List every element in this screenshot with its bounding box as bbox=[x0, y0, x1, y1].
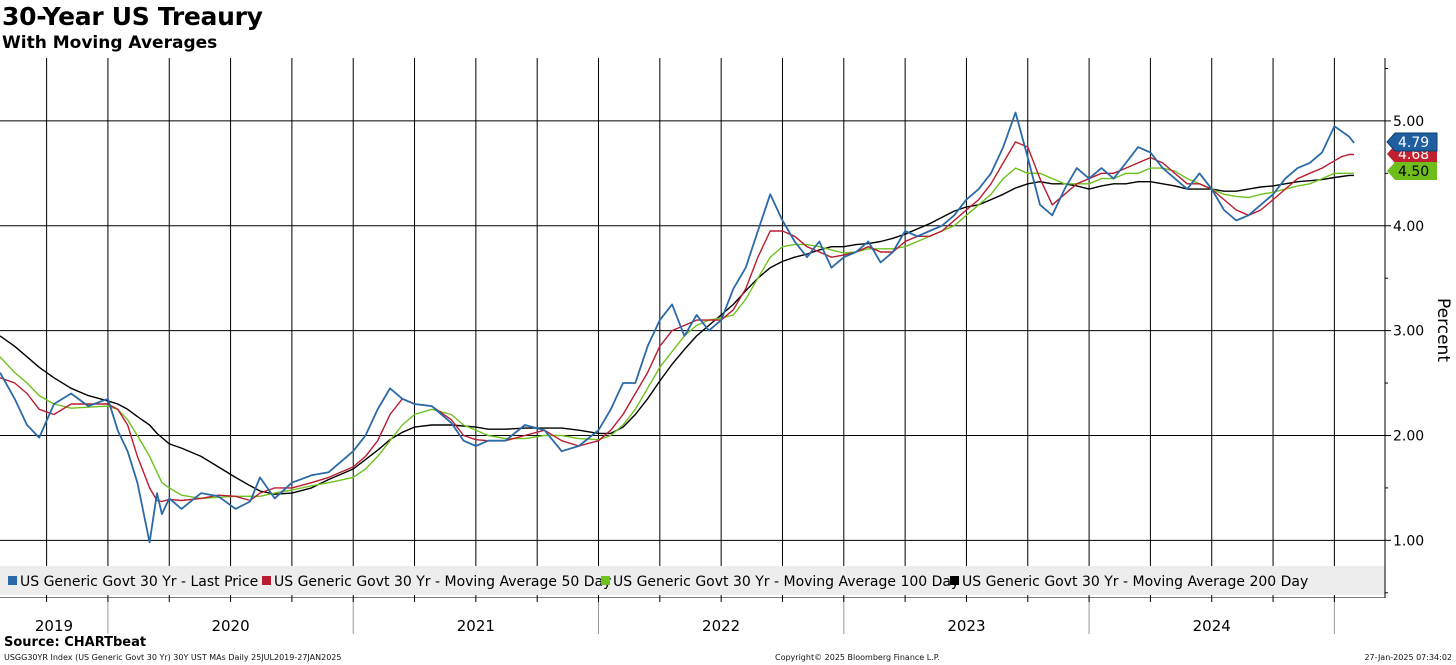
last-value-label: 4.79 bbox=[1386, 132, 1438, 152]
series-line-3 bbox=[0, 174, 1354, 495]
last-value-text-2: 4.50 bbox=[1398, 164, 1429, 180]
y-tick-label: 5.00 bbox=[1393, 114, 1424, 130]
x-year-label: 2021 bbox=[457, 617, 495, 635]
legend-swatch-3 bbox=[950, 576, 959, 585]
footer-copyright: Copyright© 2025 Bloomberg Finance L.P. bbox=[775, 653, 940, 662]
legend: US Generic Govt 30 Yr - Last Price US Gen… bbox=[0, 566, 1385, 595]
y-tick-label: 3.00 bbox=[1393, 324, 1424, 340]
chart-subtitle: With Moving Averages bbox=[2, 33, 218, 53]
last-value-text-0: 4.79 bbox=[1398, 135, 1429, 151]
x-year-label: 2020 bbox=[211, 617, 249, 635]
legend-label-3: US Generic Govt 30 Yr - Moving Average 2… bbox=[962, 574, 1308, 590]
x-year-label: 2019 bbox=[35, 617, 73, 635]
footer-timestamp: 27-Jan-2025 07:34:02 bbox=[1364, 653, 1452, 662]
legend-label-1: US Generic Govt 30 Yr - Moving Average 5… bbox=[274, 574, 611, 590]
last-value-label: 4.50 bbox=[1387, 162, 1437, 180]
chart-title: 30-Year US Treaury bbox=[2, 2, 263, 31]
legend-swatch-1 bbox=[262, 576, 271, 585]
axes: 1.00 2.00 3.00 4.00 5.00 Percent 2019 2020 2021 2… bbox=[0, 58, 1453, 635]
series-line-1 bbox=[0, 141, 1354, 503]
x-axis-band bbox=[0, 598, 1385, 635]
last-value-tag-2 bbox=[1387, 162, 1437, 180]
x-year-label: 2023 bbox=[947, 617, 985, 635]
y-tick-label: 2.00 bbox=[1393, 428, 1424, 444]
legend-background bbox=[0, 566, 1385, 595]
x-year-label: 2022 bbox=[702, 617, 740, 635]
legend-swatch-2 bbox=[601, 576, 610, 585]
series-line-2 bbox=[0, 167, 1354, 500]
series-line-0 bbox=[0, 111, 1355, 544]
y-tick-label: 4.00 bbox=[1393, 219, 1424, 235]
legend-label-2: US Generic Govt 30 Yr - Moving Average 1… bbox=[613, 574, 959, 590]
plot-background bbox=[0, 58, 1385, 598]
legend-label-0: US Generic Govt 30 Yr - Last Price bbox=[20, 574, 258, 590]
footer-ticker-note: USGG30YR Index (US Generic Govt 30 Yr) 3… bbox=[4, 653, 342, 662]
series-layer bbox=[0, 111, 1355, 544]
grid bbox=[0, 58, 1385, 598]
legend-swatch-0 bbox=[8, 576, 17, 585]
last-value-tag-0 bbox=[1386, 132, 1438, 152]
y-tick-label: 1.00 bbox=[1393, 533, 1424, 549]
x-year-label: 2024 bbox=[1193, 617, 1231, 635]
source-note: Source: CHARTbeat bbox=[4, 635, 147, 650]
y-axis-title: Percent bbox=[1433, 298, 1453, 362]
